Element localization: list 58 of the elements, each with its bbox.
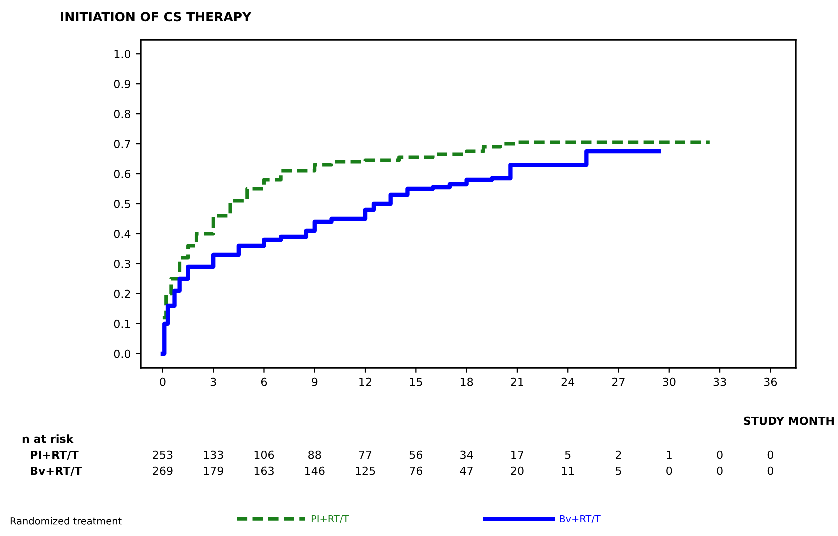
text: 2	[616, 450, 622, 460]
y-tick-label: 1.0	[114, 50, 131, 58]
text: 77	[359, 450, 372, 460]
y-tick-label: 0.0	[114, 350, 131, 358]
text: 0	[666, 466, 672, 476]
x-tick-label: 27	[612, 378, 625, 386]
y-tick-label: 0.7	[114, 140, 130, 148]
x-tick-label: 36	[764, 378, 778, 386]
text: 133	[204, 450, 224, 460]
x-tick-label: 6	[261, 378, 268, 386]
x-tick-label: 33	[714, 378, 726, 386]
y-tick-label: 0.2	[114, 290, 130, 298]
y-tick-label: 0.3	[114, 260, 130, 268]
y-tick-label: 0.9	[114, 80, 130, 88]
x-tick-label: 24	[562, 378, 575, 386]
text: 269	[153, 466, 173, 476]
text: 5	[616, 466, 622, 476]
x-tick-label: 12	[360, 378, 372, 386]
text: 56	[410, 450, 423, 460]
text: 146	[305, 466, 325, 476]
text: 0	[768, 466, 774, 476]
text: 5	[565, 450, 571, 460]
x-axis-title: STUDY MONTH	[744, 416, 834, 426]
text: 163	[254, 466, 274, 476]
text: Bv+RT/T	[560, 515, 601, 524]
text: 125	[356, 466, 376, 476]
y-tick-label: 0.1	[114, 320, 130, 328]
text: 34	[460, 450, 474, 460]
legend-title: Randomized treatment	[10, 517, 122, 525]
x-tick-label: 9	[312, 378, 318, 386]
x-tick-label: 15	[410, 378, 422, 386]
text: 88	[308, 450, 322, 460]
text: 17	[512, 450, 524, 460]
text: 20	[511, 466, 524, 476]
text: 106	[254, 450, 274, 460]
text: 179	[204, 466, 224, 476]
y-tick-label: 0.5	[114, 200, 130, 208]
text: PI+RT/T	[31, 450, 79, 460]
text: Bv+RT/T	[31, 466, 82, 476]
y-tick-label: 0.4	[114, 230, 131, 238]
text: n at risk	[22, 434, 74, 444]
x-tick-label: 0	[160, 378, 166, 386]
text: 0	[717, 466, 723, 476]
y-tick-label: 0.8	[114, 110, 131, 118]
chart-title: INITIATION OF CS THERAPY	[61, 12, 252, 22]
x-tick-label: 18	[460, 378, 474, 386]
text: 1	[667, 450, 672, 460]
text: 253	[153, 450, 173, 460]
text: 76	[410, 466, 423, 476]
x-tick-label: 21	[511, 378, 524, 386]
y-tick-label: 0.6	[114, 170, 131, 178]
x-tick-label: 3	[210, 378, 216, 386]
text: PI+RT/T	[312, 515, 350, 524]
text: 0	[768, 450, 774, 460]
text: 47	[460, 466, 473, 476]
text: 0	[717, 450, 723, 460]
text: 11	[562, 466, 574, 476]
x-tick-label: 30	[663, 378, 676, 386]
